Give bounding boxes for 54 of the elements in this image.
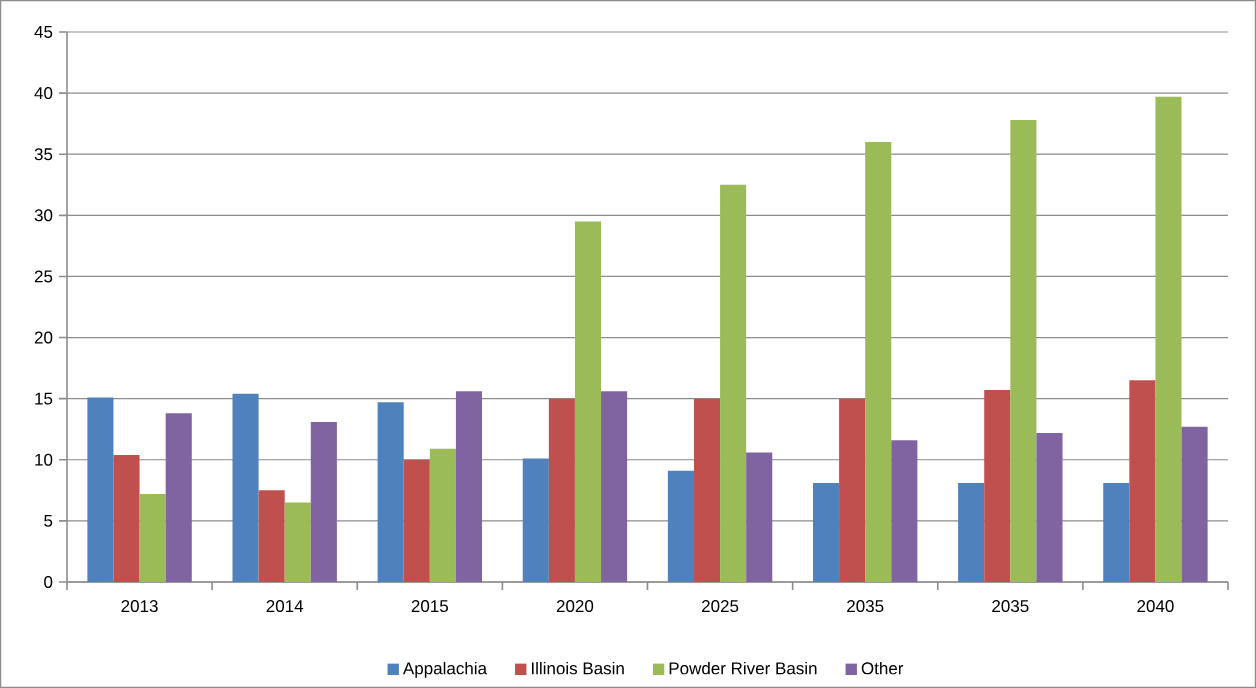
legend-label: Appalachia xyxy=(402,661,488,678)
bar xyxy=(984,390,1011,582)
x-tick-label: 2035 xyxy=(847,600,884,613)
y-tick-label: 35 xyxy=(34,148,53,161)
bar xyxy=(693,398,721,582)
bar xyxy=(601,391,628,582)
x-tick-label: 2015 xyxy=(411,600,449,613)
y-tick-label: 40 xyxy=(34,87,53,100)
bar xyxy=(958,482,985,582)
bar xyxy=(746,452,773,582)
bar xyxy=(891,440,918,582)
legend-label: Other xyxy=(861,661,904,675)
bar xyxy=(258,490,285,582)
y-tick-label: 30 xyxy=(34,209,53,222)
bar xyxy=(403,459,430,582)
bar xyxy=(1129,380,1156,582)
bar xyxy=(139,493,166,582)
y-tick-label: 20 xyxy=(34,331,53,344)
bar xyxy=(548,398,575,582)
y-tick-label: 15 xyxy=(35,392,53,405)
bar xyxy=(1036,432,1063,582)
bar xyxy=(1155,96,1182,582)
y-tick-label: 5 xyxy=(44,514,53,527)
bar xyxy=(113,454,140,582)
bar xyxy=(667,470,694,582)
bar xyxy=(574,221,602,582)
x-tick-label: 2013 xyxy=(121,600,158,613)
bar xyxy=(1103,482,1130,582)
bar xyxy=(455,391,483,582)
bar xyxy=(310,421,337,582)
bar xyxy=(87,397,114,582)
bar xyxy=(165,413,192,582)
x-tick-label: 2035 xyxy=(992,600,1029,613)
bar xyxy=(522,458,549,582)
x-tick-label: 2014 xyxy=(266,600,304,613)
x-tick-label: 2025 xyxy=(702,600,739,613)
bar xyxy=(377,402,404,582)
y-tick-label: 0 xyxy=(44,575,53,588)
x-tick-label: 2040 xyxy=(1137,600,1174,613)
legend-label: Illinois Basin xyxy=(531,661,624,675)
bar xyxy=(232,393,259,582)
bar xyxy=(865,141,892,582)
bar xyxy=(839,398,866,582)
bar xyxy=(720,184,747,582)
x-tick-label: 2020 xyxy=(556,600,594,613)
bar xyxy=(812,482,840,582)
y-tick-label: 10 xyxy=(35,453,53,466)
y-tick-label: 25 xyxy=(34,270,53,283)
bar xyxy=(1010,119,1037,582)
bar xyxy=(1181,426,1208,582)
legend-label: Powder River Basin xyxy=(669,661,817,675)
bar xyxy=(284,502,311,582)
bar xyxy=(429,448,456,582)
y-tick-label: 45 xyxy=(34,26,53,38)
